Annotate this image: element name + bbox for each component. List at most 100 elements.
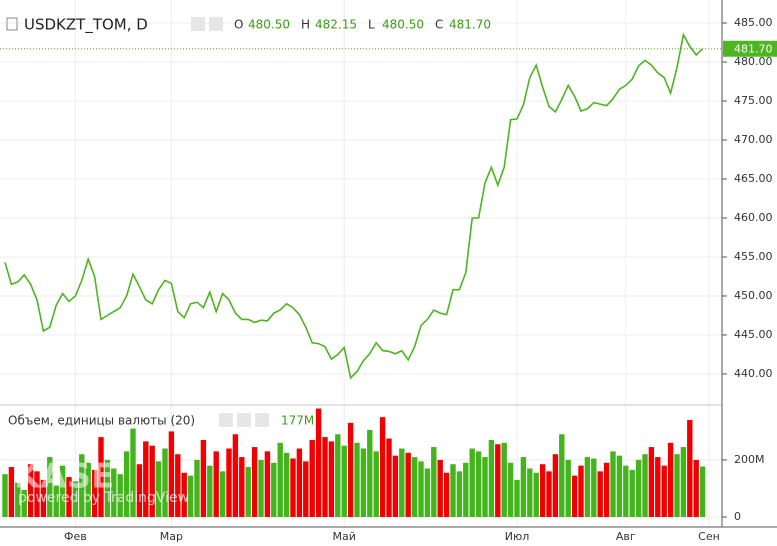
volume-bar (424, 468, 431, 517)
volume-bar (245, 467, 251, 517)
volume-bar (104, 459, 111, 517)
collapse-icon[interactable] (6, 17, 18, 31)
volume-bar (616, 455, 623, 517)
volume-bar (584, 457, 591, 517)
x-tick-label: Июл (505, 530, 530, 543)
volume-bar (405, 452, 411, 517)
volume-bar (175, 454, 181, 517)
y-tick-label: 455.00 (734, 250, 773, 263)
volume-bar (290, 458, 296, 517)
volume-bar (354, 442, 360, 517)
settings-icon[interactable] (191, 17, 205, 31)
volume-last-value: 177M (281, 414, 314, 428)
volume-bar (552, 454, 559, 517)
volume-bar (469, 448, 475, 517)
volume-bar (335, 434, 341, 517)
volume-bar (251, 447, 258, 517)
ohlc-label: H (301, 18, 310, 32)
volume-bar (386, 438, 392, 517)
volume-bar (642, 454, 648, 517)
y-tick-label: 200M (734, 453, 765, 466)
volume-bar (379, 417, 386, 517)
volume-bar (367, 429, 373, 517)
volume-bar (123, 451, 130, 517)
volume-bar (546, 471, 552, 517)
volume-bar (72, 481, 79, 517)
volume-bar (655, 457, 661, 517)
volume-bar (475, 451, 482, 517)
watermark-text: powered by TradingView (18, 490, 189, 506)
last-price-label: 481.70 (734, 43, 773, 56)
volume-bar (418, 461, 424, 517)
volume-bar (648, 447, 655, 517)
ohlc-label: C (435, 18, 443, 32)
volume-bar (117, 474, 123, 517)
settings-icon[interactable] (237, 413, 251, 427)
volume-bar (322, 437, 328, 517)
volume-bar (98, 437, 104, 517)
volume-bar (168, 431, 175, 517)
volume-bar (341, 445, 347, 517)
volume-bar (533, 472, 539, 517)
volume-bar (15, 482, 21, 517)
volume-bar (200, 439, 207, 517)
ohlc-value: 481.70 (449, 18, 491, 32)
volume-bar (559, 434, 565, 517)
volume-bar (59, 465, 66, 517)
volume-bar (610, 451, 616, 517)
volume-bar (450, 464, 456, 517)
volume-bar (283, 452, 290, 517)
settings-icon[interactable] (209, 17, 223, 31)
price-line (4, 32, 704, 380)
volume-bar (136, 464, 143, 517)
volume-bar (591, 458, 597, 517)
ohlc-value: 482.15 (315, 18, 357, 32)
volume-bar (514, 479, 520, 517)
close-icon[interactable] (255, 413, 269, 427)
volume-bar (603, 462, 610, 517)
ohlc-value: 480.50 (382, 18, 424, 32)
volume-bar (431, 447, 437, 517)
volume-bar (303, 461, 309, 517)
volume-bar (143, 441, 149, 517)
volume-bar (194, 459, 200, 517)
volume-bar (226, 448, 232, 517)
volume-bar (277, 442, 283, 517)
settings-icon[interactable] (219, 413, 233, 427)
y-tick-label: 450.00 (734, 289, 773, 302)
volume-bar (187, 475, 194, 517)
volume-bar (501, 442, 507, 517)
volume-bar (130, 428, 136, 517)
volume-bar (219, 471, 226, 517)
volume-bar (661, 465, 667, 517)
volume-bar (693, 459, 699, 517)
volume-bar (507, 462, 514, 517)
volume-bar (456, 471, 463, 517)
volume-bar (213, 451, 219, 517)
y-tick-label: 460.00 (734, 211, 773, 224)
volume-bar (8, 467, 15, 517)
volume-bar (315, 408, 322, 517)
volume-bar (239, 457, 245, 517)
y-tick-label: 465.00 (734, 172, 773, 185)
volume-bar (21, 489, 27, 517)
volume-bar (111, 468, 117, 517)
ohlc-label: O (234, 18, 243, 32)
volume-bar (571, 475, 578, 517)
volume-bar (597, 471, 603, 517)
y-tick-label: 440.00 (734, 367, 773, 380)
volume-bar (463, 462, 469, 517)
y-tick-label: 0 (734, 510, 741, 523)
volume-bar (495, 444, 501, 517)
marks (0, 32, 722, 517)
volume-bar (373, 451, 379, 517)
ohlc-label: L (368, 18, 375, 32)
volume-bar (27, 464, 34, 517)
volume-bar (520, 457, 527, 517)
volume-bar (623, 465, 629, 517)
volume-bar (635, 459, 642, 517)
volume-bar (328, 441, 335, 517)
y-tick-label: 445.00 (734, 328, 773, 341)
volume-bar (207, 465, 213, 517)
